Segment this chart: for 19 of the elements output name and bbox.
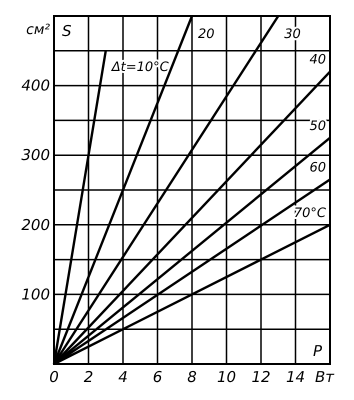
text: Вт [314, 368, 336, 386]
y-tick-label: 100 [21, 285, 50, 304]
series-label: 60 [309, 160, 326, 176]
x-tick-label: 10 [216, 368, 236, 386]
x-tick-label: 4 [118, 368, 128, 386]
y-axis-title: S [62, 22, 72, 40]
text: см² [26, 22, 50, 38]
y-tick-label: 400 [21, 76, 50, 95]
x-tick-label: 0 [49, 368, 59, 386]
series-label: 40 [309, 52, 326, 68]
x-tick-label: 8 [187, 368, 197, 386]
x-axis-title: P [312, 342, 323, 360]
x-tick-label: 14 [286, 368, 306, 386]
x-tick-label: 12 [251, 368, 271, 386]
y-tick-label: 300 [21, 146, 50, 164]
y-tick-label: 200 [21, 216, 50, 234]
series-label: 20 [198, 27, 215, 42]
x-tick-label: 6 [152, 368, 162, 386]
x-tick-label: 2 [84, 368, 94, 386]
